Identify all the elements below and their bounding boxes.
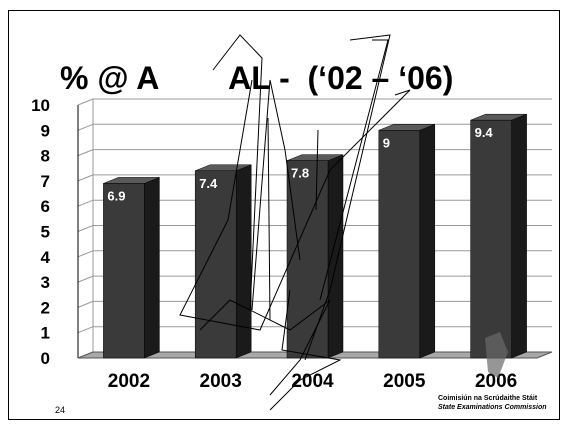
bar-side (327, 154, 344, 359)
scribble-line (199, 299, 331, 396)
x-tick-label: 2006 (475, 371, 517, 392)
data-label: 6.9 (107, 188, 125, 203)
scribble-line (251, 79, 301, 311)
footer-english-name: State Examinations Commission (438, 404, 547, 411)
y-tick-label: 7 (41, 172, 50, 191)
scribble-line (267, 117, 271, 321)
data-label: 9 (383, 135, 390, 150)
y-tick-label: 2 (41, 298, 50, 317)
slide-number: 24 (55, 405, 66, 415)
footer-irish-name: Coimisiún na Scrúdaithe Stáit (438, 395, 538, 402)
y-tick-label: 9 (41, 121, 50, 140)
bar (470, 119, 512, 359)
x-tick-label: 2002 (108, 371, 150, 392)
x-tick-label: 2005 (383, 371, 426, 392)
scribble-line (319, 39, 389, 301)
gridline-side (77, 225, 94, 232)
y-tick-label: 0 (41, 349, 50, 368)
gridline-side (77, 275, 94, 283)
gridline-side (77, 326, 94, 334)
chart-title: % @ A AL - (‘02 – ‘06) (60, 60, 454, 96)
gridline-side (77, 300, 94, 308)
bar-side (511, 113, 527, 359)
gridline-side (77, 174, 94, 182)
scribble-line (179, 79, 411, 331)
bar (103, 183, 145, 359)
y-tick-label: 1 (41, 324, 50, 343)
y-tick-label: 3 (41, 273, 50, 292)
bar (378, 130, 421, 359)
bar-side (235, 164, 252, 359)
bar (286, 160, 329, 359)
gridline-side (77, 123, 94, 131)
gridline-side (77, 250, 94, 258)
y-tick-label: 5 (41, 223, 50, 242)
scribble-line (269, 289, 342, 411)
y-tick-label: 4 (41, 248, 51, 267)
y-tick-label: 6 (41, 197, 50, 216)
gridline-side (77, 199, 94, 207)
gridline-side (77, 149, 94, 157)
y-tick-label: 10 (31, 96, 50, 115)
bar (194, 170, 237, 359)
x-tick-label: 2003 (200, 371, 242, 392)
bar-side (144, 177, 160, 359)
ink-smudge (485, 332, 508, 378)
scribble-line (212, 34, 263, 311)
data-label: 9.4 (475, 125, 494, 140)
y-tick-label: 8 (41, 147, 50, 166)
bar-side (419, 123, 436, 359)
data-label: 7.4 (199, 176, 218, 191)
scribble-line (315, 129, 319, 211)
x-tick-label: 2004 (291, 371, 334, 392)
data-label: 7.8 (291, 166, 309, 181)
gridline-side (77, 98, 94, 106)
